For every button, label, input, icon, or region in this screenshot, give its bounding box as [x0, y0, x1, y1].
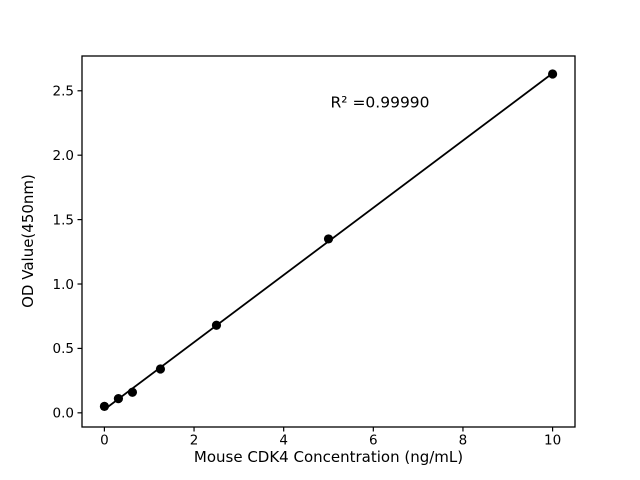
y-tick-label: 2.0	[53, 148, 74, 164]
data-point	[99, 401, 110, 411]
x-tick-label: 10	[544, 433, 561, 449]
y-tick-label: 2.5	[53, 84, 74, 100]
x-tick-label: 2	[190, 433, 199, 449]
y-axis-label: OD Value(450nm)	[19, 174, 37, 308]
data-point	[211, 320, 222, 330]
data-point	[127, 387, 138, 397]
plot-frame	[81, 55, 576, 428]
x-tick-label: 6	[369, 433, 378, 449]
x-tick-label: 4	[279, 433, 288, 449]
data-point	[547, 69, 558, 79]
y-tick-label: 0.0	[53, 406, 74, 422]
series-layer	[99, 69, 558, 411]
y-tick-label: 0.5	[53, 341, 74, 357]
y-tick-label: 1.5	[53, 212, 74, 228]
r-squared-annotation: R² =0.99990	[331, 93, 430, 111]
x-axis-label: Mouse CDK4 Concentration (ng/mL)	[194, 448, 463, 466]
data-point	[155, 364, 166, 374]
y-tick-label: 1.0	[53, 277, 74, 293]
data-point	[323, 234, 334, 244]
x-tick-label: 0	[100, 433, 109, 449]
x-tick-label: 8	[459, 433, 468, 449]
data-point	[113, 394, 124, 404]
ticks-layer: 0 2 4 6 8 10 0.0 0.5 1.0 1.5 2.0 2.5	[53, 84, 562, 449]
